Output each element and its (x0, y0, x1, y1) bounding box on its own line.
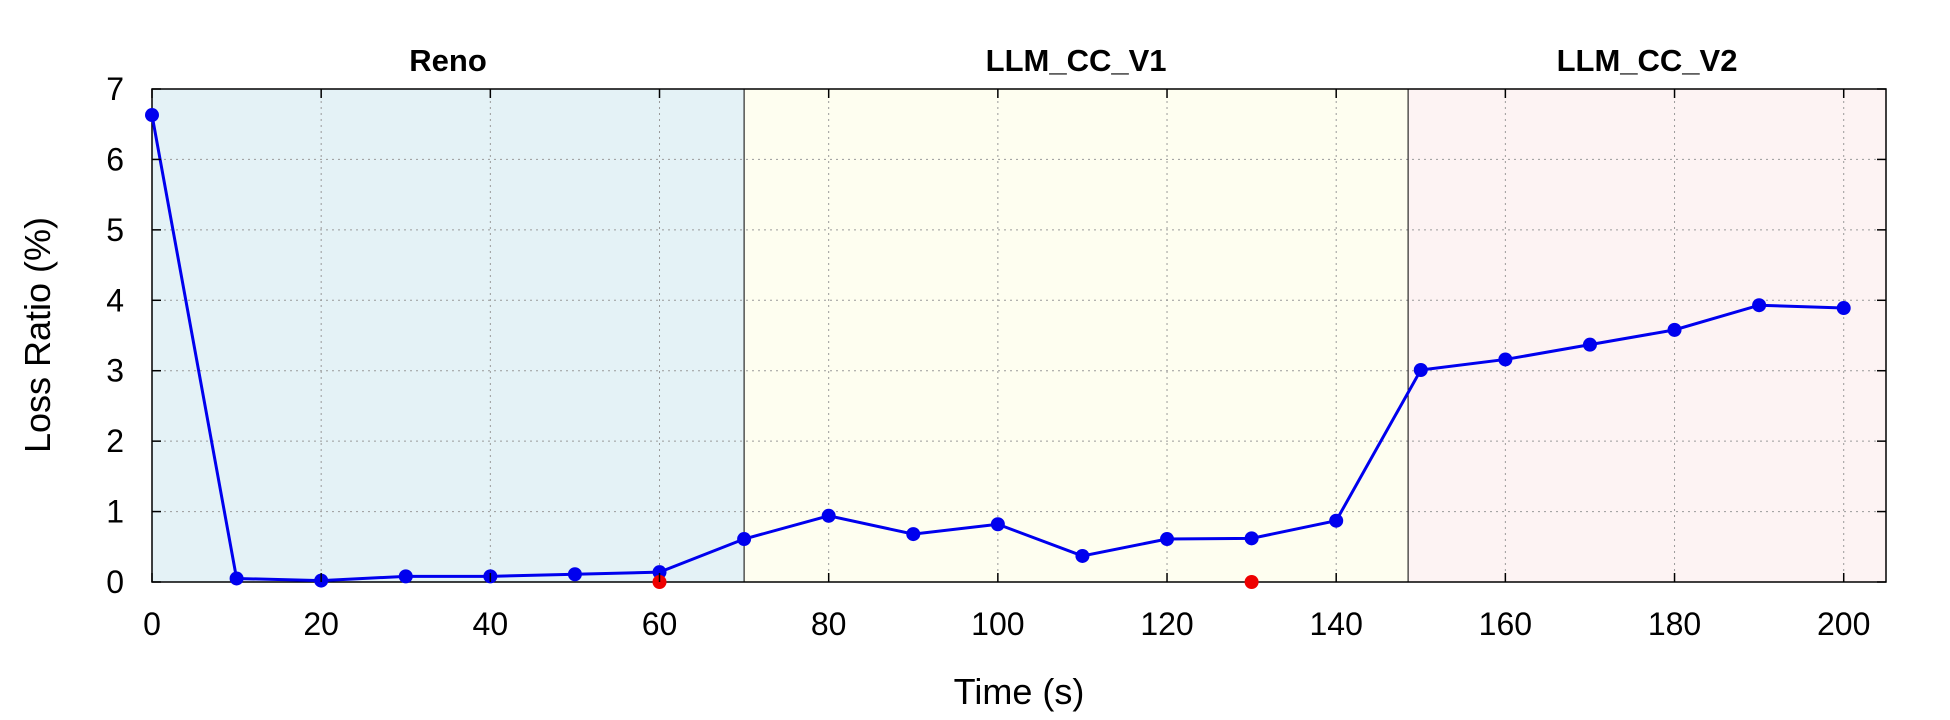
y-tick-label-2: 2 (106, 423, 124, 459)
data-point-0-20 (1836, 301, 1851, 316)
region-backgrounds (152, 89, 1886, 582)
x-tick-label-4: 80 (811, 606, 847, 642)
grid (152, 89, 1886, 582)
y-tick-label-4: 4 (106, 282, 124, 318)
region-labels: Reno LLM_CC_V1 LLM_CC_V2 (409, 43, 1737, 78)
data-point-0-3 (398, 569, 413, 584)
data-point-0-5 (567, 567, 582, 582)
y-axis-label: Loss Ratio (%) (17, 217, 58, 453)
x-tick-label-10: 200 (1817, 606, 1870, 642)
data-point-0-1 (229, 571, 244, 586)
region-dividers (743, 89, 1409, 582)
data-point-0-9 (906, 527, 921, 542)
data-point-0-19 (1752, 298, 1767, 313)
x-tick-label-2: 40 (473, 606, 509, 642)
y-tick-label-7: 7 (106, 71, 124, 107)
data-point-0-17 (1582, 337, 1597, 352)
event-marker-1 (1244, 575, 1259, 589)
region-background-1 (744, 89, 1409, 582)
y-tick-label-3: 3 (106, 353, 124, 389)
x-tick-label-8: 160 (1479, 606, 1532, 642)
x-axis-label: Time (s) (954, 671, 1085, 712)
data-point-0-11 (1075, 548, 1090, 563)
data-point-0-14 (1329, 513, 1344, 528)
data-point-0-18 (1667, 322, 1682, 337)
y-tick-label-1: 1 (106, 494, 124, 530)
series-layer (145, 108, 1851, 588)
region-label-0: Reno (409, 43, 487, 78)
data-point-0-13 (1244, 531, 1259, 546)
y-tick-label-0: 0 (106, 564, 124, 600)
data-point-0-0 (145, 108, 159, 123)
region-background-0 (152, 89, 745, 582)
data-point-0-12 (1160, 532, 1175, 547)
x-tick-label-0: 0 (143, 606, 161, 642)
region-label-2: LLM_CC_V2 (1557, 43, 1738, 78)
tick-labels: 0 20 40 60 80 100 120 140 160 180 200 0 1 2 3 4 5 6 7 (106, 71, 1886, 642)
x-tick-label-3: 60 (642, 606, 678, 642)
data-point-0-16 (1498, 352, 1513, 367)
data-point-0-8 (821, 508, 836, 523)
x-tick-label-1: 20 (303, 606, 339, 642)
y-tick-label-6: 6 (106, 141, 124, 177)
x-tick-label-6: 120 (1140, 606, 1193, 642)
data-point-0-7 (737, 532, 752, 547)
x-tick-label-5: 100 (971, 606, 1024, 642)
x-tick-label-7: 140 (1309, 606, 1362, 642)
plot-frame (151, 88, 1887, 583)
y-tick-label-5: 5 (106, 212, 124, 248)
data-point-0-6 (652, 565, 667, 580)
region-label-1: LLM_CC_V1 (986, 43, 1167, 78)
x-tick-label-9: 180 (1648, 606, 1701, 642)
data-point-0-10 (990, 517, 1005, 532)
data-point-0-15 (1413, 363, 1428, 378)
